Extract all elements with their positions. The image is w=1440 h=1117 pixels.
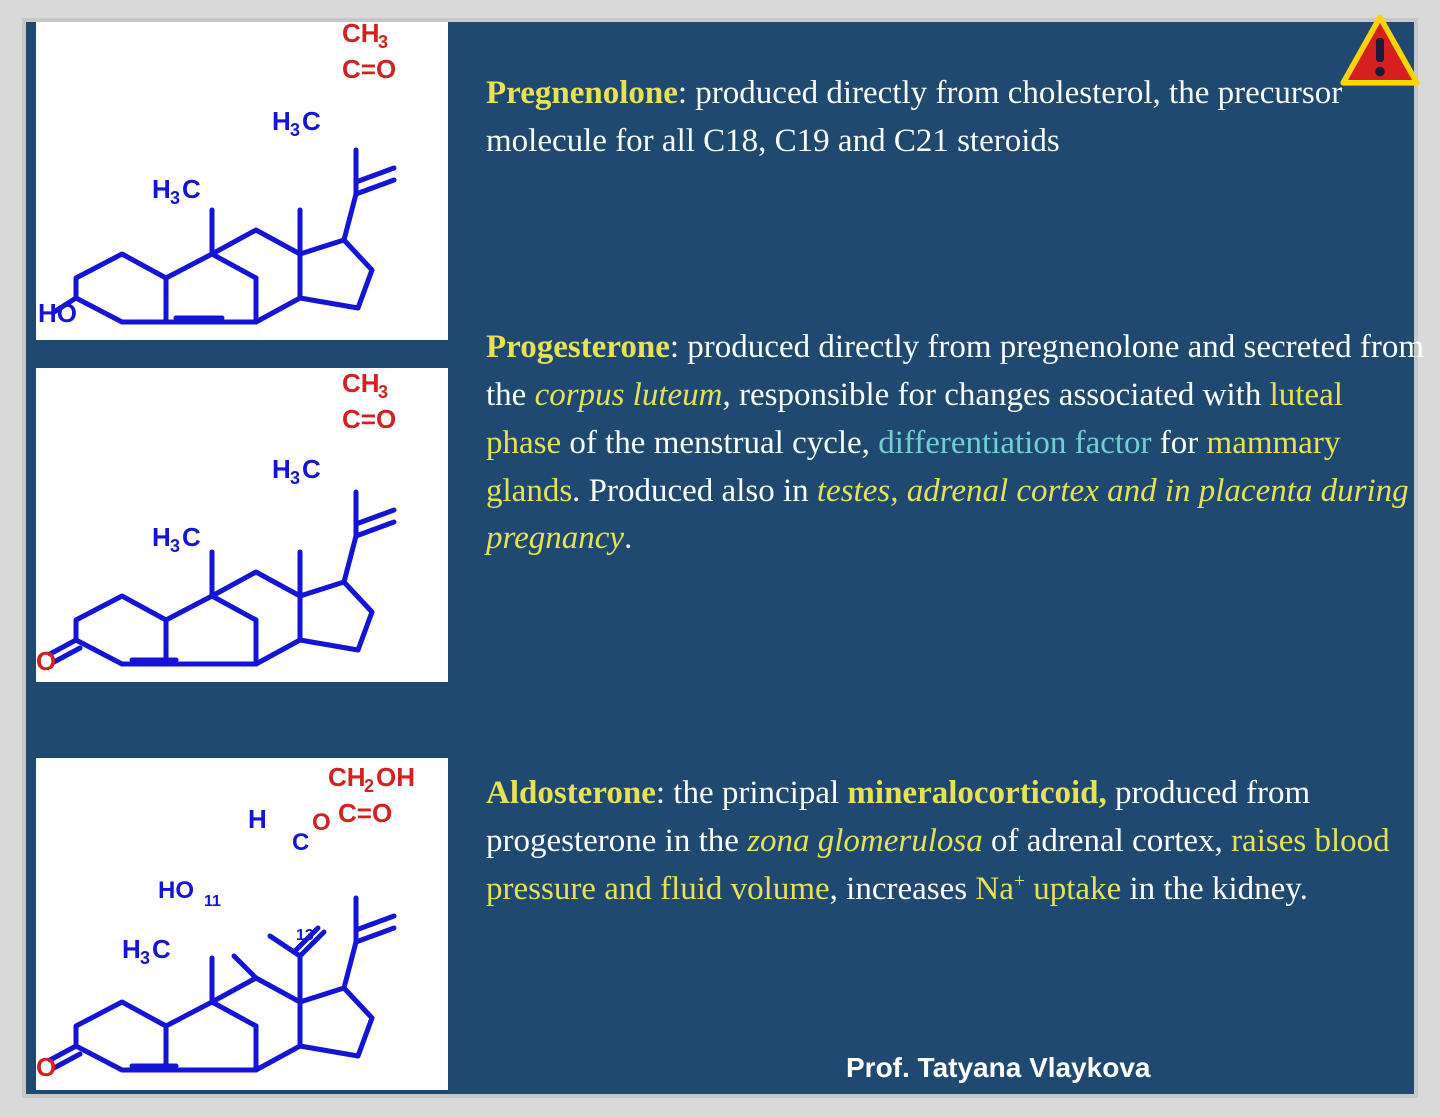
slide: CH3 C=O H3C H3C HO [22, 18, 1418, 1098]
svg-text:3: 3 [290, 120, 300, 140]
svg-text:C: C [292, 829, 309, 856]
progesterone-text: Progesterone: produced directly from pre… [486, 324, 1426, 563]
pregnenolone-text: Pregnenolone: produced directly from cho… [486, 70, 1406, 166]
svg-text:HO: HO [158, 877, 194, 904]
aldosterone-text: Aldosterone: the principal mineralocorti… [486, 770, 1426, 914]
svg-text:H: H [152, 522, 171, 552]
credit-line: Prof. Tatyana Vlaykova [846, 1052, 1151, 1084]
svg-text:3: 3 [290, 468, 300, 488]
svg-text:C=O: C=O [338, 798, 392, 828]
svg-text:C: C [302, 106, 321, 136]
svg-text:3: 3 [378, 32, 388, 52]
svg-text:OH: OH [376, 762, 415, 792]
svg-text:CH: CH [328, 762, 366, 792]
pregnenolone-structure: CH3 C=O H3C H3C HO [36, 22, 448, 340]
svg-text:O: O [36, 1052, 56, 1082]
progesterone-structure: CH3 C=O H3C H3C O [36, 368, 448, 682]
svg-text:CH: CH [342, 368, 380, 398]
svg-text:C: C [182, 522, 201, 552]
svg-text:H: H [152, 174, 171, 204]
svg-text:3: 3 [378, 382, 388, 402]
svg-text:C: C [302, 454, 321, 484]
svg-text:3: 3 [170, 188, 180, 208]
svg-text:11: 11 [204, 893, 221, 910]
svg-text:H: H [122, 934, 141, 964]
svg-text:HO: HO [38, 298, 77, 328]
svg-text:C: C [152, 934, 171, 964]
aldosterone-structure: CH2OH C=O H C O HO 11 13 H3C O [36, 758, 448, 1090]
svg-text:H: H [248, 804, 267, 834]
svg-text:O: O [36, 646, 56, 676]
svg-text:C=O: C=O [342, 54, 396, 84]
svg-text:3: 3 [140, 948, 150, 968]
svg-text:H: H [272, 106, 291, 136]
svg-text:O: O [312, 809, 331, 836]
svg-text:C=O: C=O [342, 404, 396, 434]
svg-text:C: C [182, 174, 201, 204]
svg-text:CH: CH [342, 22, 380, 48]
svg-text:2: 2 [364, 776, 374, 796]
page-frame: CH3 C=O H3C H3C HO [0, 0, 1440, 1117]
svg-text:13: 13 [296, 927, 314, 944]
svg-text:H: H [272, 454, 291, 484]
svg-text:3: 3 [170, 536, 180, 556]
